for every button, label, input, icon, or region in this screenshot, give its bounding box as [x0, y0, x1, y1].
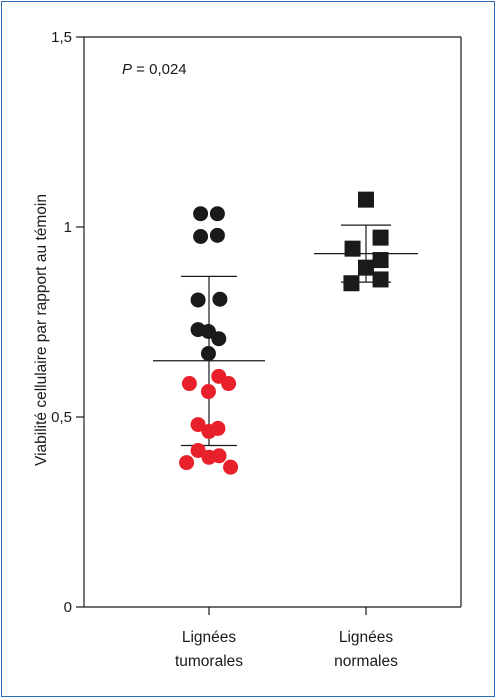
black-point — [209, 227, 225, 243]
square-point — [372, 229, 389, 246]
red-point — [223, 459, 239, 475]
category-label-normales-line1: Lignées — [339, 629, 394, 646]
black-point — [193, 206, 209, 222]
category-label-tumorales-line1: Lignées — [182, 629, 237, 646]
square-point — [358, 259, 374, 276]
red-point — [211, 448, 227, 464]
category-label-normales-line2: normales — [334, 653, 398, 670]
red-point — [221, 376, 237, 392]
square-point — [344, 240, 361, 257]
black-point — [212, 291, 228, 307]
red-point — [190, 442, 206, 458]
y-tick-label: 1 — [64, 219, 72, 236]
x-ticks — [208, 607, 367, 615]
red-point — [190, 417, 206, 433]
y-ticks: 0 0,5 1 1,5 — [51, 29, 84, 616]
square-point — [343, 275, 360, 292]
p-symbol: P — [122, 61, 132, 78]
category-label-tumorales-line2: tumorales — [175, 653, 243, 670]
square-point — [372, 252, 389, 269]
data-points — [179, 191, 389, 475]
black-point — [209, 206, 225, 222]
p-value-annotation: P = 0,024 — [122, 61, 187, 78]
y-tick-label: 0,5 — [51, 409, 72, 426]
black-point — [193, 229, 209, 244]
p-value-text: = 0,024 — [132, 61, 187, 78]
black-point — [211, 331, 227, 347]
red-point — [181, 376, 197, 392]
red-point — [200, 384, 216, 400]
y-tick-label: 1,5 — [51, 29, 72, 46]
square-point — [372, 271, 389, 288]
square-point — [358, 191, 374, 208]
red-point — [201, 423, 217, 439]
black-point — [190, 292, 206, 308]
black-point — [200, 346, 216, 362]
y-axis-label: Viabilité cellulaire par rapport au témo… — [33, 194, 50, 466]
y-tick-label: 0 — [64, 599, 72, 616]
red-point — [179, 455, 195, 471]
